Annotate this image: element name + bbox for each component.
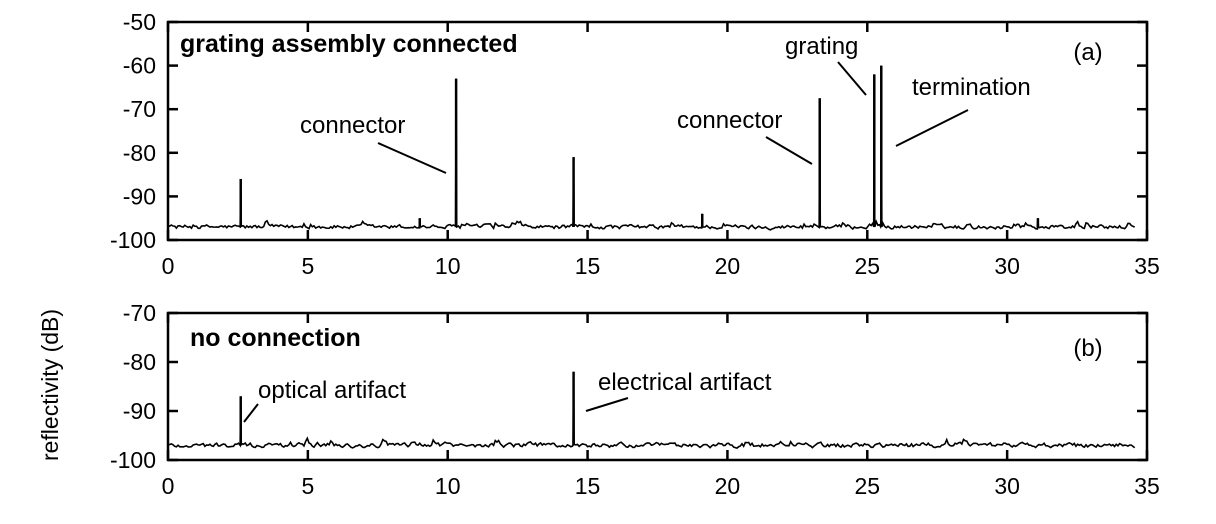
x-tick-label: 20 [715,253,741,279]
x-tick-label: 5 [301,253,314,279]
x-tick-label: 10 [435,253,461,279]
x-tick-label: 35 [1134,473,1160,499]
panel-label: (a) [1073,39,1102,66]
annotation-leader-line [837,61,867,96]
annotation-leader-line [585,397,629,412]
y-tick-label: -70 [123,300,156,326]
panel-title: grating assembly connected [180,30,518,58]
x-tick-label: 30 [994,473,1020,499]
y-tick-label: -90 [123,183,156,209]
y-tick-label: -80 [123,140,156,166]
panel-title: no connection [190,324,361,352]
y-axis-label: reflectivity (dB) [37,309,63,461]
x-tick-label: 0 [162,253,175,279]
x-tick-label: 35 [1134,253,1160,279]
y-tick-label: -80 [123,349,156,375]
annotation-label: grating [785,33,858,60]
annotation-leader-line [243,403,259,423]
x-tick-label: 25 [854,473,880,499]
y-tick-label: -90 [123,398,156,424]
x-tick-label: 25 [854,253,880,279]
y-tick-label: -60 [123,53,156,79]
annotation-leader-line [895,109,969,147]
x-tick-label: 20 [715,473,741,499]
x-tick-label: 5 [301,473,314,499]
plot-frame [166,20,1149,242]
annotation-label: connector [677,107,782,134]
annotation-label: termination [912,74,1031,101]
x-tick-label: 0 [162,473,175,499]
annotation-label: electrical artifact [598,369,772,396]
annotation-leader-line [765,136,813,165]
y-tick-label: -100 [110,227,156,253]
y-tick-label: -100 [110,447,156,473]
annotation-leader-line [377,142,447,174]
x-tick-label: 10 [435,473,461,499]
reflectivity-trace [167,65,1136,231]
y-tick-label: -70 [123,96,156,122]
panel-label: (b) [1073,335,1102,362]
annotation-label: optical artifact [258,377,406,404]
x-tick-label: 15 [575,473,601,499]
reflectivity-trace [167,371,1136,450]
annotation-label: connector [300,112,405,139]
x-tick-label: 15 [575,253,601,279]
panel-a: 0 5 10 15 20 25 30 35 -100 -90 -80 -70 -60 -50 grating… [110,9,1160,279]
plot-frame [166,311,1149,462]
x-tick-label: 30 [994,253,1020,279]
y-tick-label: -50 [123,9,156,35]
panel-b: 0 5 10 15 20 25 30 35 -100 -90 -80 -70 no connection… [110,300,1160,499]
